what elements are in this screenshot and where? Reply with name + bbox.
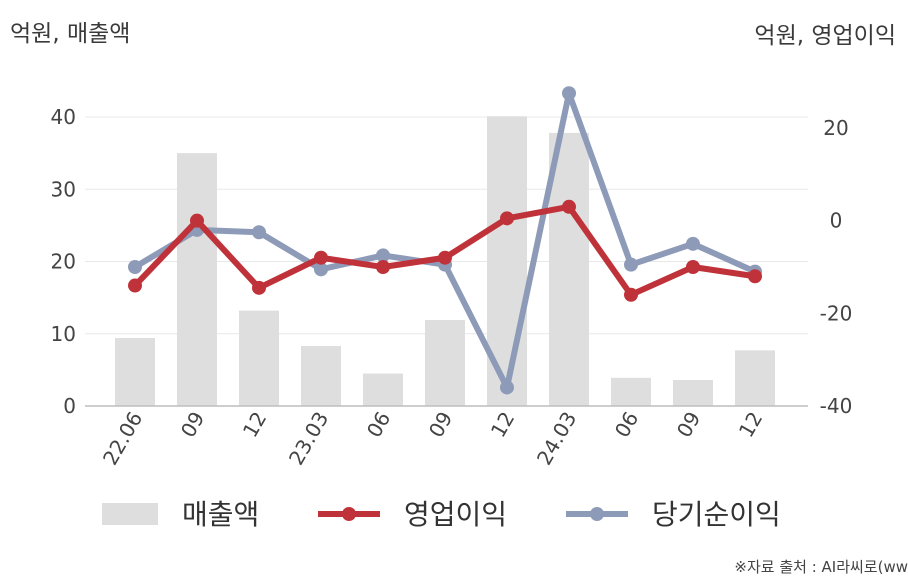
bar — [115, 338, 155, 406]
bar — [611, 377, 651, 406]
x-tick-label: 06 — [610, 408, 644, 442]
bar — [301, 346, 341, 406]
right-tick-label: 20 — [823, 116, 848, 140]
x-tick-label: 12 — [734, 408, 768, 442]
left-tick-label: 30 — [51, 177, 76, 201]
x-tick-label: 12 — [486, 408, 520, 442]
data-point — [562, 199, 576, 214]
source-note: ※자료 출처 : AI라씨로(ww — [734, 558, 908, 576]
left-axis-unit: 억원, 매출액 — [10, 21, 131, 47]
data-point — [748, 269, 762, 284]
data-point — [252, 225, 266, 240]
legend-marker — [342, 507, 356, 521]
data-point — [252, 280, 266, 295]
bar — [735, 350, 775, 406]
data-point — [500, 380, 514, 395]
line-series — [128, 86, 762, 395]
data-point — [314, 250, 328, 265]
bar — [239, 310, 279, 406]
right-tick-label: 0 — [830, 209, 843, 233]
left-tick-label: 40 — [51, 105, 76, 129]
axes: 0 10 20 30 40 -40 -20 0 20 22.06 09 12 23.03 06 09 12 24… — [51, 105, 853, 469]
legend-label: 당기순이익 — [652, 498, 781, 531]
data-point — [624, 257, 638, 272]
bar — [425, 320, 465, 406]
data-point — [314, 262, 328, 277]
data-point — [190, 213, 204, 228]
data-point — [128, 260, 142, 274]
bar — [177, 153, 217, 406]
legend-label: 매출액 — [182, 498, 259, 531]
legend-swatch — [102, 503, 158, 525]
x-tick-label: 09 — [672, 408, 706, 442]
data-point — [128, 278, 142, 293]
data-point — [500, 211, 514, 226]
x-tick-label: 12 — [238, 408, 272, 442]
right-tick-label: -20 — [820, 301, 853, 325]
left-tick-label: 10 — [51, 322, 76, 346]
bar — [673, 379, 713, 406]
right-tick-label: -40 — [820, 394, 853, 418]
x-tick-label: 06 — [362, 408, 396, 442]
data-point — [686, 260, 700, 274]
x-tick-label: 09 — [176, 408, 210, 442]
legend: 매출액 영업이익 당기순이익 — [102, 498, 781, 531]
x-tick-label: 22.06 — [98, 408, 147, 470]
data-point — [376, 248, 390, 263]
left-tick-label: 0 — [63, 394, 76, 418]
legend-marker — [590, 507, 604, 521]
data-point — [562, 86, 576, 101]
x-tick-label: 09 — [424, 408, 458, 442]
data-point — [624, 287, 638, 302]
data-point — [438, 250, 452, 265]
bar — [363, 373, 403, 406]
data-point — [686, 236, 700, 251]
data-point — [376, 260, 390, 274]
left-tick-label: 20 — [51, 250, 76, 274]
right-axis-unit: 억원, 영업이익 — [754, 23, 896, 49]
bar — [549, 132, 589, 406]
x-tick-label: 23.03 — [284, 408, 333, 470]
legend-label: 영업이익 — [404, 498, 507, 531]
x-tick-label: 24.03 — [532, 408, 581, 470]
